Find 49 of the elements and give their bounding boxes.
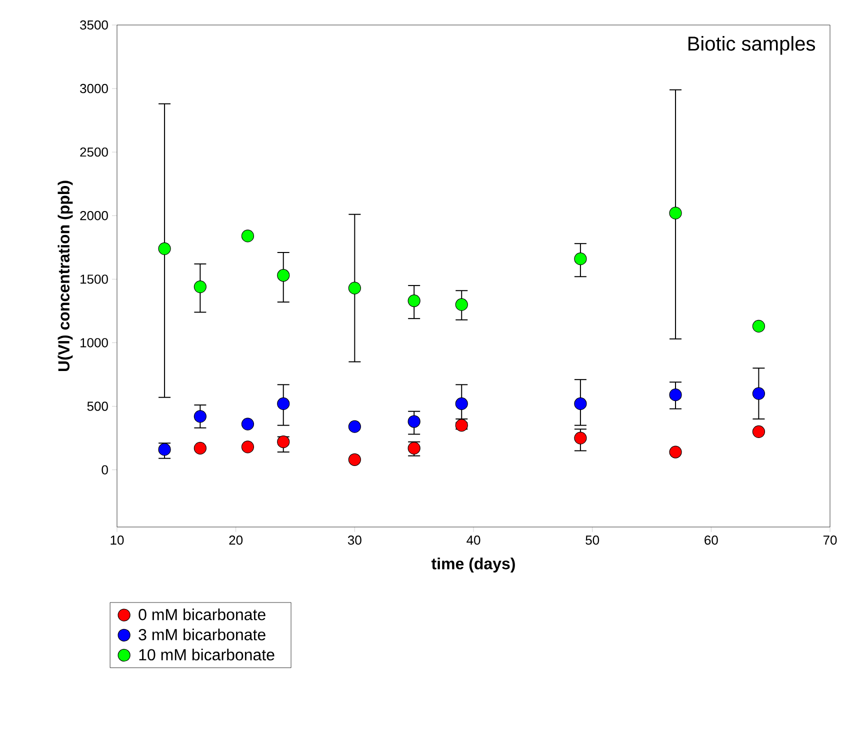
point [277, 269, 290, 282]
legend-label: 3 mM bicarbonate [138, 628, 266, 640]
point [455, 397, 468, 410]
x-axis-title: time (days) [431, 558, 515, 573]
legend-label: 0 mM bicarbonate [138, 608, 266, 620]
point [277, 436, 290, 448]
y-tick-label: 500 [87, 402, 108, 411]
point [277, 397, 290, 410]
point [348, 420, 361, 433]
point [669, 206, 682, 220]
y-tick-label: 0 [102, 465, 108, 474]
x-tick-label: 30 [348, 536, 362, 545]
y-tick-label: 2000 [80, 211, 108, 220]
point [348, 282, 361, 294]
x-tick-label: 20 [229, 536, 243, 545]
legend-label: 10 mM bicarbonate [139, 648, 274, 660]
y-axis-title: U(VI) concentration (ppb) [58, 180, 73, 372]
y-tick-label: 1500 [80, 274, 108, 284]
point [194, 280, 206, 294]
x-tick-label: 50 [586, 536, 600, 545]
y-tick-label: 2500 [80, 147, 108, 157]
point [241, 230, 254, 242]
point [241, 440, 254, 454]
point [158, 443, 171, 456]
point [752, 387, 766, 400]
point [752, 425, 766, 438]
point [348, 453, 361, 466]
point [574, 252, 587, 266]
y-tick-label: 3500 [80, 20, 108, 30]
x-tick-label: 60 [704, 536, 718, 545]
annotation: Biotic samples [688, 36, 816, 55]
point [158, 242, 171, 255]
point [194, 410, 206, 423]
point [455, 298, 468, 311]
x-tick-label: 70 [823, 536, 837, 545]
point [752, 320, 766, 332]
x-tick-label: 10 [110, 536, 124, 545]
y-tick-label: 3000 [80, 84, 108, 94]
point [574, 397, 587, 410]
point [669, 446, 682, 458]
point [194, 442, 206, 455]
point [408, 415, 420, 428]
point [669, 388, 682, 402]
point [574, 432, 587, 444]
point [408, 294, 420, 308]
y-tick-label: 1000 [80, 338, 108, 348]
x-tick-label: 40 [466, 536, 480, 545]
point [455, 419, 468, 432]
point [241, 418, 254, 430]
